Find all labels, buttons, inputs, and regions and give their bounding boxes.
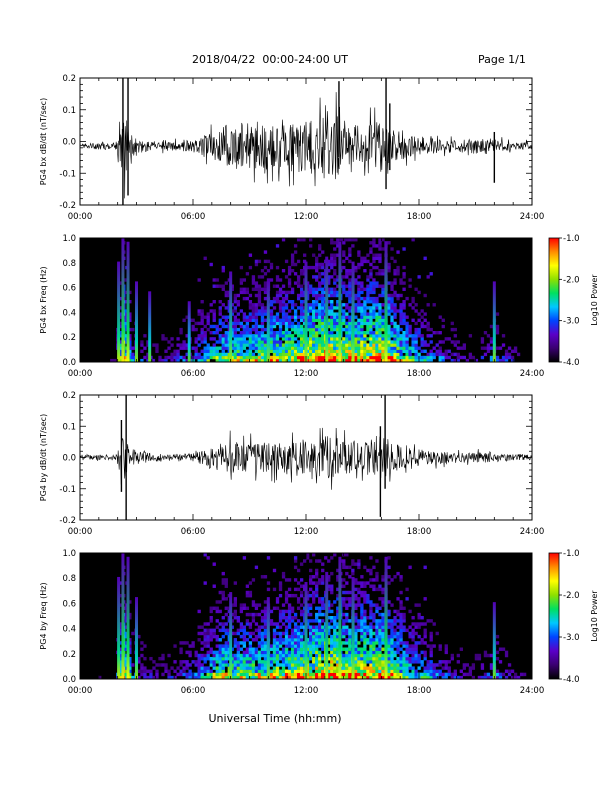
colorbar-label: Log10 Power	[590, 590, 599, 642]
y-tick-label: 0.2	[62, 333, 76, 343]
x-tick-label: 24:00	[520, 686, 545, 696]
colorbar-tick-label: -1.0	[563, 234, 580, 244]
y-tick-label: 0.6	[62, 599, 76, 609]
y-tick-label: 0.1	[62, 106, 76, 116]
x-tick-label: 06:00	[181, 212, 206, 222]
spectrogram-streak	[148, 291, 152, 362]
y-tick-label: -0.2	[59, 516, 76, 526]
y-tick-label: 0.4	[62, 308, 76, 318]
y-tick-label: 0.1	[62, 422, 76, 432]
y-tick-label: 0.0	[62, 454, 76, 464]
colorbar-tick-label: -4.0	[563, 358, 580, 368]
x-tick-label: 06:00	[181, 686, 206, 696]
y-tick-label: 0.2	[62, 74, 76, 84]
panel-2: -1.0 -2.0 -3.0 -4.0 Log10 Power 00:00 06:00 12:…	[39, 234, 599, 379]
colorbar	[548, 552, 560, 680]
x-axis-label: Universal Time (hh:mm)	[209, 712, 342, 725]
spectrogram-streak	[384, 556, 388, 679]
spectrogram-streak	[492, 281, 496, 362]
y-tick-label: 0.0	[62, 138, 76, 148]
spectrogram-streak	[325, 256, 329, 362]
spectrogram-streak	[266, 597, 270, 679]
x-tick-label: 24:00	[520, 212, 545, 222]
spectrogram-streak	[266, 281, 270, 362]
spectrogram-streak	[304, 261, 308, 362]
panel-4: -1.0 -2.0 -3.0 -4.0 Log10 Power 00:00 06:00 12:…	[39, 549, 599, 696]
spectrogram-streak	[325, 571, 329, 679]
spectrogram-streak	[351, 261, 355, 362]
y-tick-label: 0.4	[62, 625, 76, 635]
x-tick-label: 06:00	[181, 369, 206, 379]
plot-frame	[79, 394, 533, 521]
y-axis-label: PG4 bx Freq (Hz)	[39, 266, 48, 333]
spectrogram-streak	[229, 271, 233, 362]
y-tick-label: -0.1	[59, 485, 76, 495]
x-tick-label: 18:00	[407, 212, 432, 222]
x-tick-label: 24:00	[520, 527, 545, 537]
y-tick-label: 0.8	[62, 259, 76, 269]
colorbar-tick-label: -2.0	[563, 591, 580, 601]
x-tick-label: 12:00	[294, 527, 319, 537]
x-tick-label: 12:00	[294, 686, 319, 696]
spectrogram-streak	[304, 581, 308, 679]
y-tick-label: -0.2	[59, 201, 76, 211]
spectrogram-streak	[135, 281, 138, 362]
colorbar-tick-label: -1.0	[563, 549, 580, 559]
y-tick-label: 0.0	[62, 358, 76, 368]
spectrogram-streak	[187, 301, 191, 362]
x-tick-label: 18:00	[407, 369, 432, 379]
y-tick-label: 0.2	[62, 391, 76, 401]
spectrogram-streak	[229, 592, 233, 679]
spectrogram-streak	[126, 556, 130, 679]
x-tick-label: 00:00	[68, 686, 93, 696]
y-tick-label: 1.0	[62, 549, 76, 559]
page-indicator: Page 1/1	[478, 53, 526, 66]
y-axis-label: PG4 by dB/dt (nT/sec)	[39, 414, 48, 501]
colorbar-tick-label: -2.0	[563, 275, 580, 285]
spectrogram-streak	[135, 597, 138, 679]
colorbar-tick-label: -3.0	[563, 633, 580, 643]
colorbar-label: Log10 Power	[590, 274, 599, 326]
y-tick-label: 0.2	[62, 650, 76, 660]
y-axis-label: PG4 bx dB/dt (nT/sec)	[39, 98, 48, 185]
y-tick-label: 1.0	[62, 234, 76, 244]
x-tick-label: 12:00	[294, 369, 319, 379]
colorbar-tick-label: -3.0	[563, 317, 580, 327]
spectrogram-streak	[117, 261, 121, 362]
chart-title: 2018/04/22 00:00-24:00 UT	[192, 53, 349, 66]
x-tick-label: 24:00	[520, 369, 545, 379]
spectrogram-streak	[384, 241, 388, 362]
colorbar	[548, 237, 560, 363]
y-tick-label: -0.1	[59, 169, 76, 179]
x-tick-label: 00:00	[68, 527, 93, 537]
colorbar-tick-label: -4.0	[563, 675, 580, 685]
spectrogram-streak	[338, 556, 342, 679]
x-tick-label: 12:00	[294, 212, 319, 222]
spectrogram-streak	[126, 241, 130, 362]
spectrogram-streak	[338, 241, 342, 362]
spectrogram-streak	[492, 602, 496, 679]
spectrogram-streak	[121, 238, 125, 362]
panel-1: 00:00 06:00 12:00 18:00 24:00 -0.2 -0.1 0.0 0.1 0…	[39, 74, 544, 222]
series-trace	[79, 427, 533, 490]
x-tick-label: 06:00	[181, 527, 206, 537]
spectrogram-streak	[117, 576, 121, 679]
x-tick-label: 18:00	[407, 527, 432, 537]
y-tick-label: 0.8	[62, 574, 76, 584]
x-tick-label: 00:00	[68, 369, 93, 379]
x-tick-label: 00:00	[68, 212, 93, 222]
y-tick-label: 0.0	[62, 675, 76, 685]
x-tick-label: 18:00	[407, 686, 432, 696]
y-axis-label: PG4 by Freq (Hz)	[39, 582, 48, 649]
y-tick-label: 0.6	[62, 284, 76, 294]
spectrogram-streak	[351, 576, 355, 679]
spectrogram-streak	[121, 553, 125, 679]
series-trace	[79, 92, 533, 199]
panel-3: 00:00 06:00 12:00 18:00 24:00 -0.2 -0.1 0.0 0.1 0…	[39, 391, 544, 537]
